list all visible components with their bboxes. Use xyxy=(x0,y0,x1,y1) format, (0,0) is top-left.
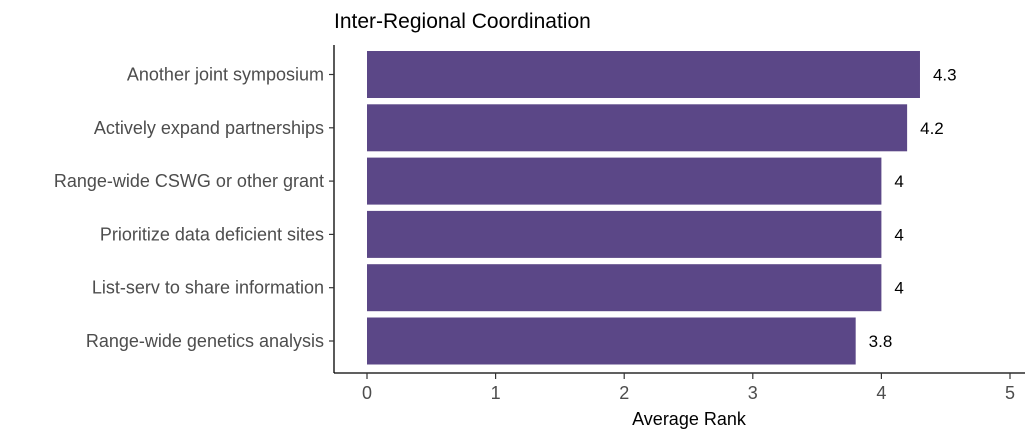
x-tick-label: 1 xyxy=(491,383,501,403)
value-labels: 4.3 4.2 4 4 4 3.8 xyxy=(869,66,957,352)
bar xyxy=(367,51,920,98)
x-tick-label: 5 xyxy=(1005,383,1015,403)
x-tick-label: 4 xyxy=(876,383,886,403)
category-label: Actively expand partnerships xyxy=(94,118,324,138)
value-label: 4.3 xyxy=(933,66,957,85)
category-label: Another joint symposium xyxy=(127,65,324,85)
value-label: 4 xyxy=(894,172,903,191)
chart-title: Inter-Regional Coordination xyxy=(334,10,591,33)
value-label: 4 xyxy=(894,225,903,244)
value-label: 4.2 xyxy=(920,119,944,138)
x-axis-ticks: 0 1 2 3 4 5 xyxy=(329,73,1015,403)
value-label: 4 xyxy=(894,279,903,298)
category-label: List-serv to share information xyxy=(92,278,324,298)
bar xyxy=(367,157,882,205)
x-tick-label: 0 xyxy=(362,383,372,403)
x-tick-label: 3 xyxy=(748,383,758,403)
category-label: Range-wide genetics analysis xyxy=(86,331,324,351)
x-axis-title: Average Rank xyxy=(632,409,747,429)
category-label: Prioritize data deficient sites xyxy=(100,224,324,244)
bar xyxy=(367,317,856,365)
x-tick-label: 2 xyxy=(619,383,629,403)
bar xyxy=(367,264,882,312)
bar xyxy=(367,210,882,258)
category-labels: Another joint symposium Actively expand p… xyxy=(54,65,324,352)
category-label: Range-wide CSWG or other grant xyxy=(54,171,324,191)
bar xyxy=(367,104,908,152)
value-label: 3.8 xyxy=(869,332,893,351)
bars-group xyxy=(367,51,920,365)
